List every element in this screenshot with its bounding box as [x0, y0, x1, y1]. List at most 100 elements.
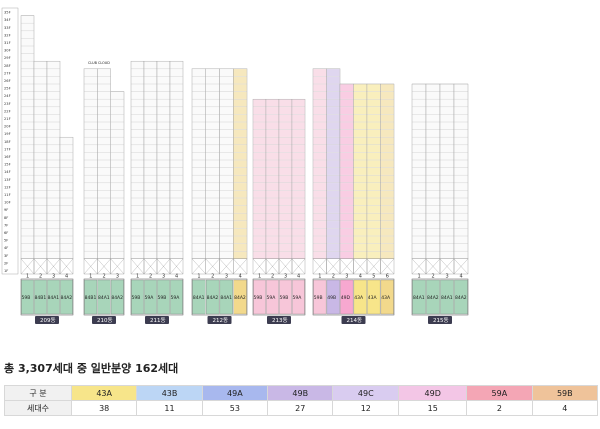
sale-unit-cell	[340, 190, 354, 198]
sale-unit-cell	[326, 145, 340, 153]
pilotis-mark	[191, 258, 206, 275]
floor-label: 6F	[4, 231, 8, 235]
floor-label: 27F	[4, 71, 11, 75]
sale-unit-cell	[353, 205, 367, 213]
sale-unit-cell	[326, 167, 340, 175]
unit-type-label: 59B	[254, 295, 263, 301]
sale-unit-cell	[279, 243, 292, 251]
type-cell-59b: 59B	[531, 385, 599, 401]
unit-type-block	[279, 279, 292, 315]
sale-unit-cell	[266, 198, 279, 206]
sale-unit-cell	[340, 243, 354, 251]
pilotis-frame	[380, 258, 395, 275]
sale-unit-cell	[279, 198, 292, 206]
sale-unit-cell	[313, 167, 327, 175]
sale-unit-cell	[233, 76, 247, 84]
building-214동-name: 214동	[347, 317, 363, 324]
unit-column	[191, 68, 206, 259]
unit-number: 2	[39, 274, 42, 280]
unit-column	[425, 83, 441, 259]
floor-label-column	[1, 7, 19, 275]
sale-unit-cell	[353, 114, 367, 122]
building-214동-legend-frame	[312, 278, 395, 316]
sale-unit-cell	[266, 160, 279, 168]
unit-type-label: 59B	[158, 295, 167, 301]
sale-unit-cell	[233, 228, 247, 236]
sale-unit-cell	[340, 175, 354, 183]
building-213동-name: 213동	[272, 317, 288, 324]
sale-unit-cell	[380, 221, 394, 229]
floor-label: 9F	[4, 208, 8, 212]
sale-unit-cell	[253, 183, 266, 191]
unit-type-label: 84A2	[427, 295, 439, 301]
unit-number: 4	[460, 274, 463, 280]
sale-unit-cell	[313, 243, 327, 251]
sale-unit-cell	[353, 137, 367, 145]
sale-unit-cell	[253, 107, 266, 115]
sale-unit-cell	[340, 84, 354, 92]
sale-unit-cell	[233, 99, 247, 107]
pilotis-mark	[312, 258, 327, 275]
sale-unit-cell	[279, 213, 292, 221]
sale-unit-cell	[326, 190, 340, 198]
unit-type-block	[266, 279, 279, 315]
sale-unit-cell	[380, 91, 394, 99]
unit-number: 3	[52, 274, 55, 280]
building-211동-badge	[145, 316, 169, 324]
floor-label: 30F	[4, 49, 11, 53]
building-215동-legend-frame	[411, 278, 469, 316]
sale-unit-cell	[340, 183, 354, 191]
pilotis-mark	[326, 258, 341, 275]
sale-unit-cell	[353, 84, 367, 92]
building-211동-legend-frame	[130, 278, 184, 316]
sale-unit-cell	[326, 84, 340, 92]
sale-unit-cell	[380, 190, 394, 198]
sale-unit-cell	[279, 122, 292, 130]
sale-unit-cell	[367, 167, 381, 175]
floor-label: 12F	[4, 185, 11, 189]
sale-unit-cell	[233, 122, 247, 130]
sale-unit-cell	[279, 183, 292, 191]
building-212동-badge	[207, 316, 232, 324]
floor-label: 7F	[4, 223, 8, 227]
sale-unit-cell	[326, 76, 340, 84]
sale-unit-cell	[380, 175, 394, 183]
unit-type-label: 59A	[171, 295, 181, 301]
unit-type-block	[205, 279, 220, 315]
pilotis-mark	[59, 258, 74, 275]
pilotis-mark	[110, 258, 125, 275]
unit-type-label: 59B	[132, 295, 141, 301]
floor-label: 14F	[4, 170, 11, 174]
sale-unit-cell	[292, 152, 305, 160]
sale-unit-cell	[279, 129, 292, 137]
sale-unit-cell	[233, 91, 247, 99]
sale-unit-cell	[233, 129, 247, 137]
sale-unit-cell	[266, 228, 279, 236]
sale-unit-cell	[313, 114, 327, 122]
sale-unit-cell	[340, 213, 354, 221]
sale-unit-cell	[292, 190, 305, 198]
sale-unit-cell	[292, 129, 305, 137]
sale-unit-cell	[233, 221, 247, 229]
count-cell-49c: 12	[332, 400, 400, 416]
sale-unit-cell	[340, 137, 354, 145]
sale-unit-cell	[313, 198, 327, 206]
sale-unit-cell	[279, 221, 292, 229]
unit-column	[439, 83, 455, 259]
sale-unit-cell	[367, 190, 381, 198]
unit-number: 2	[332, 274, 335, 280]
unit-column	[83, 68, 98, 259]
sale-unit-cell	[266, 167, 279, 175]
sale-unit-cell	[292, 107, 305, 115]
type-cell-49d: 49D	[398, 385, 468, 401]
unit-column	[97, 68, 111, 259]
sale-unit-cell	[313, 213, 327, 221]
unit-type-label: 84A1	[98, 295, 110, 301]
count-row: 세대수 38 11 53 27 12 15 2 4	[4, 400, 599, 416]
sale-unit-cell	[353, 152, 367, 160]
pilotis-mark	[380, 258, 395, 275]
sale-unit-cell	[340, 236, 354, 244]
unit-type-label: 59B	[280, 295, 289, 301]
sale-unit-cell	[279, 107, 292, 115]
building-209동-badge	[35, 316, 59, 324]
